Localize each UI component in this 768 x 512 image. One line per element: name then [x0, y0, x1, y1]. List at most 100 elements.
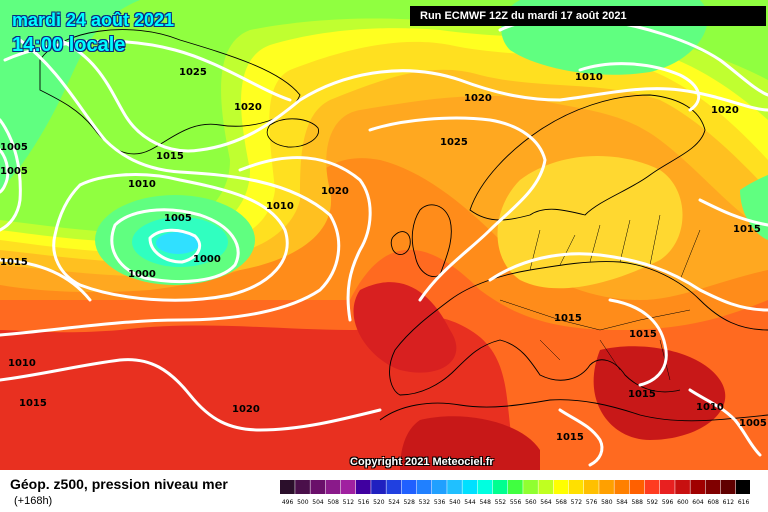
forecast-date: mardi 24 août 2021	[12, 10, 175, 30]
isobar	[558, 408, 604, 467]
legend-tick-label: 600	[677, 499, 689, 506]
legend-swatch	[675, 480, 690, 494]
legend-swatch	[599, 480, 614, 494]
legend-tick-label: 568	[555, 499, 567, 506]
isobar	[0, 148, 10, 194]
legend-tick-label: 500	[297, 499, 309, 506]
legend-tick-label: 596	[662, 499, 674, 506]
pressure-label: 1015	[556, 432, 584, 443]
map-footer: Géop. z500, pression niveau mer (+168h) …	[0, 470, 768, 512]
isobar	[488, 252, 768, 312]
z500-band	[497, 156, 683, 289]
legend-tick-label: 516	[358, 499, 370, 506]
run-info-banner: Run ECMWF 12Z du mardi 17 août 2021	[410, 6, 766, 26]
legend-swatch	[720, 480, 736, 494]
scandinavia-coast	[469, 94, 706, 221]
legend-tick-label: 584	[616, 499, 628, 506]
legend-swatch	[660, 480, 675, 494]
isobar	[0, 118, 22, 232]
z500-band	[400, 416, 540, 470]
legend-tick-label: 524	[388, 499, 400, 506]
isobar	[688, 388, 762, 457]
legend-swatch	[553, 480, 569, 494]
pressure-label: 1010	[266, 201, 294, 212]
legend-tick-label: 548	[479, 499, 491, 506]
legend-swatch	[447, 480, 462, 494]
legend-tick-label: 552	[495, 499, 507, 506]
legend-tick-label: 532	[419, 499, 431, 506]
pressure-label: 1015	[554, 313, 582, 324]
legend-tick-label: 536	[434, 499, 446, 506]
legend-swatch	[477, 480, 493, 494]
pressure-label: 1020	[711, 105, 739, 116]
pressure-label: 1010	[8, 358, 36, 369]
isobar	[608, 298, 668, 387]
pressure-label: 1025	[179, 67, 207, 78]
legend-tick-label: 512	[343, 499, 355, 506]
pressure-label: 1020	[464, 93, 492, 104]
legend-tick-label: 592	[647, 499, 659, 506]
legend-swatch	[386, 480, 402, 494]
legend-tick-label: 560	[525, 499, 537, 506]
legend-tick-label: 544	[464, 499, 476, 506]
legend-swatch	[538, 480, 554, 494]
legend-tick-label: 540	[449, 499, 461, 506]
legend-swatch	[325, 480, 341, 494]
isobar	[58, 38, 768, 153]
legend-swatch	[340, 480, 356, 494]
pressure-label: 1000	[193, 254, 221, 265]
legend-swatch	[629, 480, 645, 494]
copyright-notice: Copyright 2021 Meteociel.fr	[350, 456, 494, 468]
legend-swatch	[690, 480, 706, 494]
legend-swatch	[508, 480, 523, 494]
isobar	[0, 258, 92, 302]
z500-band	[353, 282, 457, 373]
pressure-label: 1015	[156, 151, 184, 162]
isobar	[0, 38, 341, 337]
legend-tick-label: 616	[738, 499, 750, 506]
pressure-label: 1025	[440, 137, 468, 148]
isobar	[110, 208, 240, 283]
pressure-labels: 1025 1020 1015 1010 1005 1000 1000 1010 …	[0, 67, 767, 443]
pressure-label: 1015	[0, 257, 28, 268]
legend-tick-label: 564	[540, 499, 552, 506]
pressure-label: 1010	[128, 179, 156, 190]
legend-swatch	[736, 480, 750, 494]
pressure-label: 1005	[739, 418, 767, 429]
isobar	[148, 228, 201, 264]
pressure-label: 1015	[19, 398, 47, 409]
legend-tick-label: 580	[601, 499, 613, 506]
legend-tick-label: 572	[571, 499, 583, 506]
pressure-label: 1015	[629, 329, 657, 340]
isobar	[52, 173, 289, 302]
legend-swatch	[584, 480, 599, 494]
legend-tick-label: 496	[282, 499, 294, 506]
iceland-coast	[266, 118, 320, 148]
country-borders	[499, 214, 701, 381]
legend-swatch	[492, 480, 508, 494]
legend-swatch	[371, 480, 386, 494]
legend-tick-label: 504	[312, 499, 324, 506]
legend-swatch	[644, 480, 660, 494]
pressure-label: 1010	[575, 72, 603, 83]
legend-swatch	[614, 480, 630, 494]
legend-tick-label: 588	[631, 499, 643, 506]
field-title: Géop. z500, pression niveau mer	[10, 476, 228, 492]
isobar	[698, 198, 768, 227]
legend-swatch	[310, 480, 326, 494]
pressure-label: 1005	[164, 213, 192, 224]
legend-tick-label: 528	[403, 499, 415, 506]
forecast-time: 14:00 locale	[12, 34, 126, 56]
isobar	[578, 62, 701, 112]
legend-swatch	[401, 480, 417, 494]
legend-swatch	[432, 480, 447, 494]
pressure-label: 1020	[232, 404, 260, 415]
isobar	[368, 116, 547, 302]
greenland-coast	[39, 29, 301, 155]
z500-band	[593, 346, 726, 440]
legend-swatch	[705, 480, 721, 494]
legend-tick-label: 608	[707, 499, 719, 506]
pressure-label: 1010	[696, 402, 724, 413]
legend-tick-label: 612	[723, 499, 735, 506]
